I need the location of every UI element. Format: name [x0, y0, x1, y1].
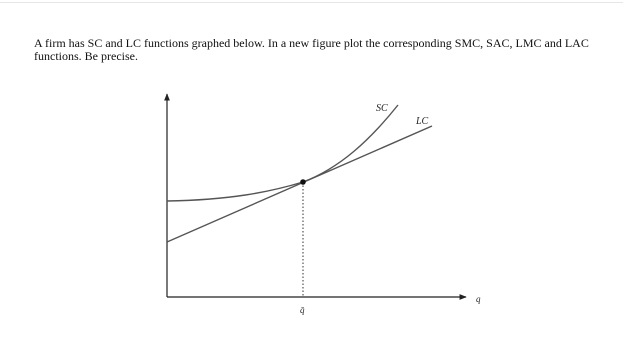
top-rule — [0, 2, 623, 3]
sc-label: SC — [376, 103, 388, 114]
tick-label: q̄ — [300, 305, 305, 315]
sc-curve — [166, 104, 399, 202]
lc-label: LC — [415, 116, 429, 127]
lc-curve — [166, 125, 433, 243]
question-text: A firm has SC and LC functions graphed b… — [34, 36, 589, 63]
x-axis-label: q — [476, 294, 481, 304]
tangent-point — [300, 179, 306, 185]
